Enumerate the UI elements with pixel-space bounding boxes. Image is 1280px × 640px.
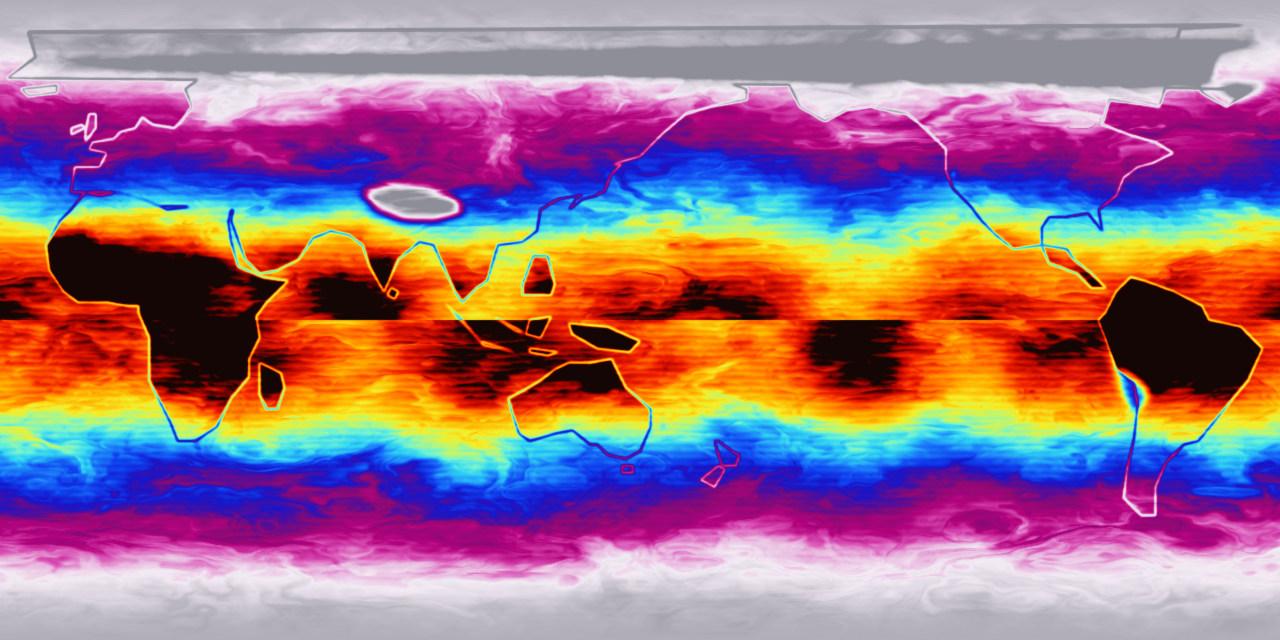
- visualization-stage: Global Atmospheric Temperature / Water V…: [0, 0, 1280, 640]
- global-heatmap-canvas: [0, 0, 1280, 640]
